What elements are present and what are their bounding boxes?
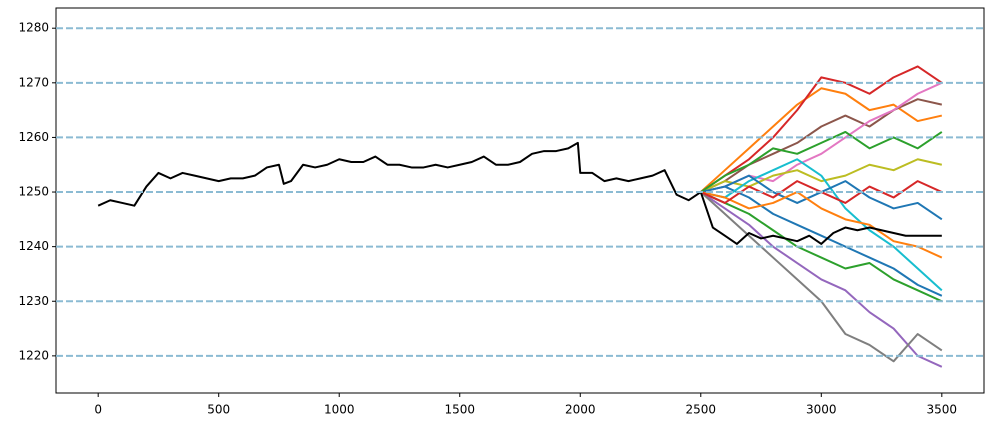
series-line (700, 158, 943, 193)
y-tick-label: 1230 (18, 294, 49, 308)
y-tick-label: 1270 (18, 75, 49, 89)
x-tick-label: 1500 (444, 403, 475, 417)
series-line (700, 158, 943, 292)
y-tick-label: 1250 (18, 185, 49, 199)
x-tick-label: 2500 (686, 403, 717, 417)
y-tick-label: 1260 (18, 130, 49, 144)
y-tick-label: 1280 (18, 21, 49, 35)
x-tick-label: 0 (94, 403, 102, 417)
y-tick-label: 1220 (18, 348, 49, 362)
x-tick-label: 500 (207, 403, 230, 417)
series-line (700, 174, 943, 221)
plot-frame (55, 7, 985, 394)
series-line (700, 191, 943, 259)
series-line (700, 191, 943, 303)
series-line (700, 130, 943, 193)
x-tick-label: 1000 (324, 403, 355, 417)
y-tick-label: 1240 (18, 239, 49, 253)
series-line (700, 191, 943, 368)
series-line (97, 141, 942, 245)
series-line (700, 185, 943, 297)
series-line (700, 65, 943, 193)
series-line (700, 98, 943, 193)
x-tick-label: 3500 (927, 403, 958, 417)
x-tick-label: 2000 (565, 403, 596, 417)
x-tick-label: 3000 (806, 403, 837, 417)
series-line (700, 87, 943, 193)
